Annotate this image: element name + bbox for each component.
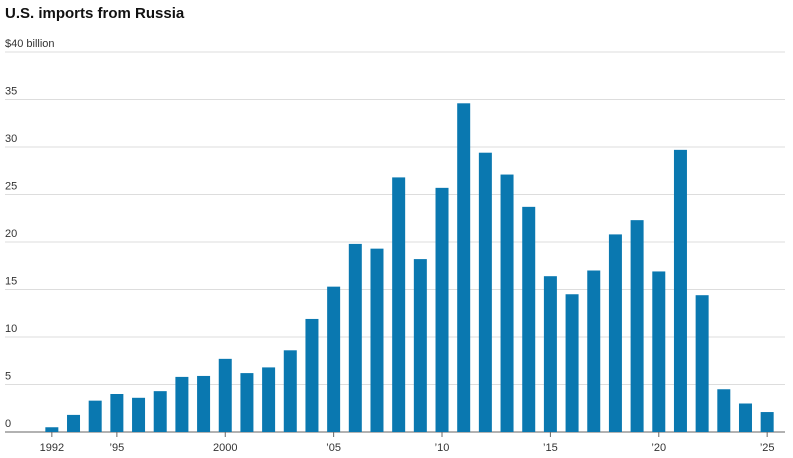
bar — [305, 318, 319, 432]
y-tick-label: 30 — [5, 133, 17, 145]
bar — [435, 187, 449, 432]
bar — [522, 206, 536, 432]
y-tick-label: $40 billion — [5, 38, 55, 50]
bar — [413, 259, 427, 432]
bar — [67, 414, 81, 432]
bar — [457, 103, 471, 433]
y-tick-label: 20 — [5, 228, 17, 240]
bar — [673, 149, 687, 432]
bar — [392, 177, 406, 432]
bar — [132, 397, 146, 432]
bar — [608, 234, 622, 432]
y-tick-label: 15 — [5, 275, 17, 287]
bar — [370, 248, 384, 432]
bar — [717, 389, 731, 432]
bar — [695, 295, 709, 432]
bar — [175, 376, 189, 432]
bar — [760, 412, 774, 432]
bar — [197, 375, 211, 432]
bar — [283, 350, 297, 432]
x-tick-label: ’25 — [760, 442, 775, 454]
x-tick-label: 1992 — [40, 442, 64, 454]
x-tick-label: ’10 — [435, 442, 450, 454]
x-tick-label: ’05 — [326, 442, 341, 454]
bar — [218, 358, 232, 432]
bar — [500, 174, 514, 433]
bar — [88, 400, 102, 432]
bar — [348, 243, 362, 432]
x-tick-label: ’20 — [651, 442, 666, 454]
x-tick-label: ’15 — [543, 442, 558, 454]
bar — [738, 403, 752, 432]
bar — [240, 373, 254, 432]
bar — [587, 270, 601, 432]
y-tick-label: 10 — [5, 323, 17, 335]
bar — [543, 276, 557, 432]
y-tick-label: 35 — [5, 85, 17, 97]
y-tick-label: 25 — [5, 180, 17, 192]
bar — [110, 394, 124, 432]
bar — [565, 294, 579, 432]
chart-title: U.S. imports from Russia — [5, 5, 185, 22]
y-tick-label: 0 — [5, 418, 11, 430]
bar — [652, 271, 666, 432]
bar — [45, 427, 59, 432]
bar — [630, 220, 644, 432]
bar — [327, 286, 341, 432]
y-tick-label: 5 — [5, 370, 11, 382]
x-tick-label: ’95 — [110, 442, 125, 454]
bar — [153, 391, 167, 432]
bar — [262, 367, 276, 432]
bar — [478, 152, 492, 432]
x-tick-label: 2000 — [213, 442, 237, 454]
